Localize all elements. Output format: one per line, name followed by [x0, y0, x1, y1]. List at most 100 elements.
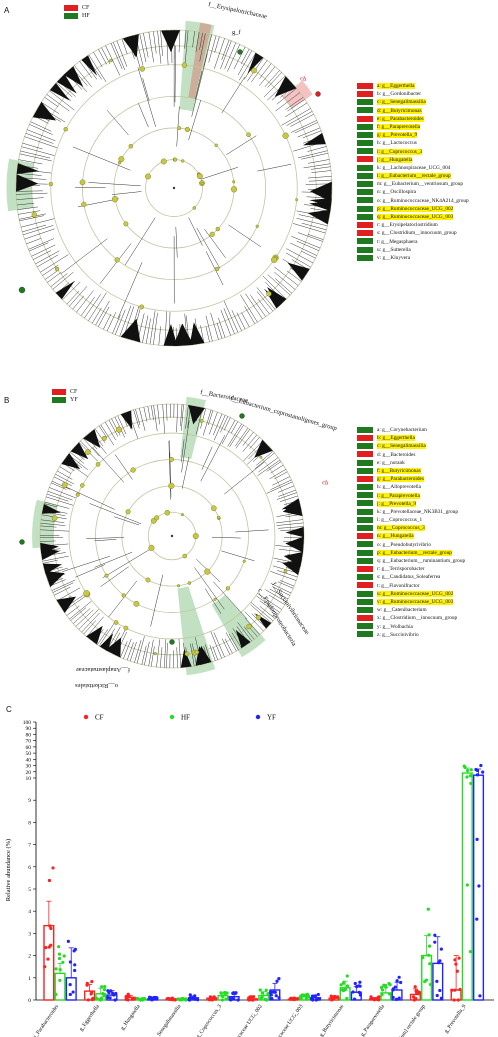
data-point: [292, 996, 297, 1000]
leaf-branch: [267, 274, 291, 296]
dense-branch: [61, 453, 81, 470]
data-point: [450, 988, 454, 992]
taxa-label: t: g__Megasphaera: [377, 238, 418, 245]
data-point: [270, 997, 274, 1001]
data-point: [277, 977, 281, 981]
inner-branch: [205, 251, 224, 286]
dense-branch: [125, 35, 136, 58]
leaf-branch: [139, 33, 147, 63]
data-point: [57, 945, 61, 949]
leaf-branch: [25, 133, 54, 144]
dense-branch: [99, 633, 114, 652]
data-point: [379, 985, 384, 990]
dense-branch: [41, 504, 61, 514]
dense-branch: [63, 66, 84, 87]
data-point: [481, 770, 485, 774]
inner-branch: [92, 447, 125, 483]
leaf-branch: [233, 46, 246, 70]
taxa-swatch: [357, 90, 373, 97]
biomarker-node: [18, 286, 26, 294]
leaf-branch: [287, 99, 305, 112]
leaf-branch: [112, 314, 121, 334]
data-point: [353, 981, 357, 986]
taxa-swatch: [357, 221, 373, 228]
y-tick-label: 40: [26, 757, 32, 763]
taxa-swatch: [357, 484, 373, 491]
leaf-branch: [144, 641, 150, 666]
dense-branch: [161, 30, 180, 53]
group-label: CF: [70, 389, 78, 395]
node-dot: [182, 553, 187, 559]
taxa-label: x: g__Clostridium__innocuum_group: [377, 615, 458, 622]
leaf-branch: [244, 618, 260, 635]
data-point: [260, 991, 264, 995]
data-point: [72, 949, 76, 953]
leaf-branch: [281, 108, 311, 126]
group-swatch: [52, 396, 66, 403]
leaf-branch: [110, 43, 123, 70]
data-point: [229, 998, 233, 1002]
taxa-swatch: [357, 443, 373, 450]
data-point: [46, 957, 50, 961]
leaf-branch: [184, 30, 189, 66]
leaf-branch: [153, 405, 158, 432]
leaf-branch: [202, 409, 212, 436]
taxa-swatch: [357, 492, 373, 499]
leaf-branch: [274, 278, 292, 294]
dense-branch: [120, 318, 141, 343]
node-dot: [204, 568, 211, 575]
data-point: [114, 991, 118, 996]
leaf-branch: [263, 75, 286, 98]
dense-branch: [16, 163, 40, 174]
inner-branch: [224, 461, 265, 495]
data-point: [423, 979, 427, 984]
data-point: [415, 989, 419, 993]
node-dot: [230, 186, 238, 193]
taxa-swatch: [357, 565, 373, 572]
taxa-swatch: [357, 181, 373, 188]
taxa-label: f: g__Paraprevotella: [377, 123, 421, 130]
ring-line: [39, 403, 305, 669]
data-point: [302, 993, 306, 997]
leaf-branch: [286, 248, 314, 264]
leaf-branch: [164, 639, 167, 668]
taxa-swatch: [357, 426, 373, 433]
leaf-branch: [274, 471, 288, 480]
leaf-branch: [24, 228, 55, 240]
taxa-swatch: [357, 148, 373, 155]
data-point: [453, 958, 457, 962]
leaf-branch: [31, 244, 56, 257]
panel-c: C 0 1 2 3 4 5 6 7 8 9 10 20 30 40 50 60 70 80 90 100 Relativ…: [0, 700, 498, 1037]
data-point: [54, 967, 58, 971]
data-point: [427, 933, 431, 937]
node-dot: [246, 623, 252, 630]
panel-b-taxa-legend: a: g__Corynebacterium b: g__Eggerthella c:…: [357, 426, 465, 639]
leaf-branch: [46, 94, 70, 112]
data-point: [269, 993, 273, 997]
biomarker-node: [315, 91, 321, 97]
y-tick-label: 2: [28, 954, 31, 960]
y-tick-label: 80: [26, 732, 32, 738]
taxa-label: a: g__Corynebacterium: [377, 427, 427, 433]
leaf-branch: [136, 636, 145, 664]
node-dot: [63, 127, 68, 132]
inner-branch: [137, 67, 156, 127]
data-point: [49, 926, 53, 931]
group-label: HF: [82, 13, 90, 19]
leaf-branch: [81, 612, 100, 633]
node-dot: [125, 509, 131, 515]
x-tick-label: g_Ruminococcaceae UCG_002: [219, 1004, 264, 1037]
panel-c-label: C: [6, 705, 12, 714]
legend-marker: [255, 714, 261, 720]
taxa-swatch: [357, 598, 373, 605]
leaf-branch: [115, 309, 126, 335]
dense-branch: [282, 499, 303, 517]
taxa-legend-item: g: g__Prevotella_9: [357, 131, 469, 139]
node-dot: [271, 256, 278, 263]
leaf-branch: [93, 51, 103, 68]
node-dot: [246, 132, 251, 138]
clade-label: cb: [300, 75, 307, 83]
leaf-branch: [279, 495, 298, 502]
node-dot: [177, 126, 182, 131]
dense-branch: [49, 82, 70, 101]
